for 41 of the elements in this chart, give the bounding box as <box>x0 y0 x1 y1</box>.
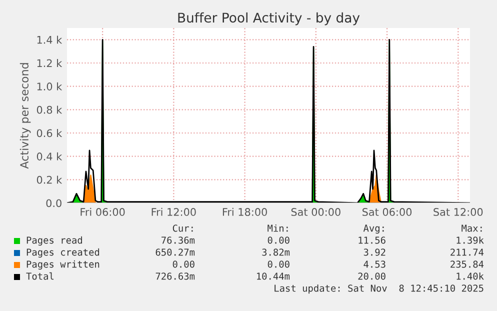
text: 0.00 <box>172 260 194 268</box>
text: 3.82m <box>262 248 290 256</box>
text: Max: <box>462 224 482 232</box>
text: Avg: <box>363 224 384 234</box>
y-tick-label: 1.4 k <box>37 36 62 44</box>
text: 0.00 <box>268 260 290 268</box>
text: Min: <box>268 224 288 232</box>
text: 20.00 <box>358 272 386 280</box>
text: Last update: Sat Nov 8 12:45:10 2025 <box>274 284 484 294</box>
text: 10.44m <box>257 272 290 280</box>
y-tick-label: 0.4 k <box>36 152 62 160</box>
text: 1.40k <box>456 272 484 280</box>
text: 211.74 <box>450 248 484 256</box>
x-tick-label: Fri 06:00 <box>80 208 125 216</box>
y-tick-label: 0.2 k <box>36 176 62 184</box>
y-tick-label: 0.8 k <box>36 106 62 114</box>
text: 650.27m <box>156 248 195 256</box>
legend-label: Total <box>26 272 54 280</box>
x-tick-label: Sat 12:00 <box>434 208 483 216</box>
y-tick-label: 1.2 k <box>37 59 62 67</box>
x-tick-label: Sat 06:00 <box>362 208 412 216</box>
text: 3.92 <box>364 248 386 256</box>
legend-label: Pages read <box>26 236 82 246</box>
y-axis-title: Activity per second <box>20 63 31 169</box>
legend-label: Pages created <box>26 248 100 258</box>
legend-label: Pages written <box>26 260 100 270</box>
text: 11.56 <box>358 236 386 244</box>
x-tick-label: Sat 00:00 <box>291 208 340 216</box>
text: Cur: <box>172 224 193 232</box>
text: 4.53 <box>364 260 386 268</box>
text: 0.00 <box>268 236 290 244</box>
text: 726.63m <box>156 272 195 280</box>
x-tick-label: Fri 12:00 <box>152 208 196 216</box>
text: 76.36m <box>162 236 195 244</box>
text: 235.84 <box>450 260 484 268</box>
y-tick-label: 1.0 k <box>37 82 62 90</box>
text: 1.39k <box>456 236 484 244</box>
y-tick-label: 0.0 <box>46 199 62 208</box>
chart-title: Buffer Pool Activity - by day <box>178 12 360 26</box>
x-tick-label: Fri 18:00 <box>222 208 267 216</box>
y-tick-label: 0.6 k <box>36 129 62 138</box>
